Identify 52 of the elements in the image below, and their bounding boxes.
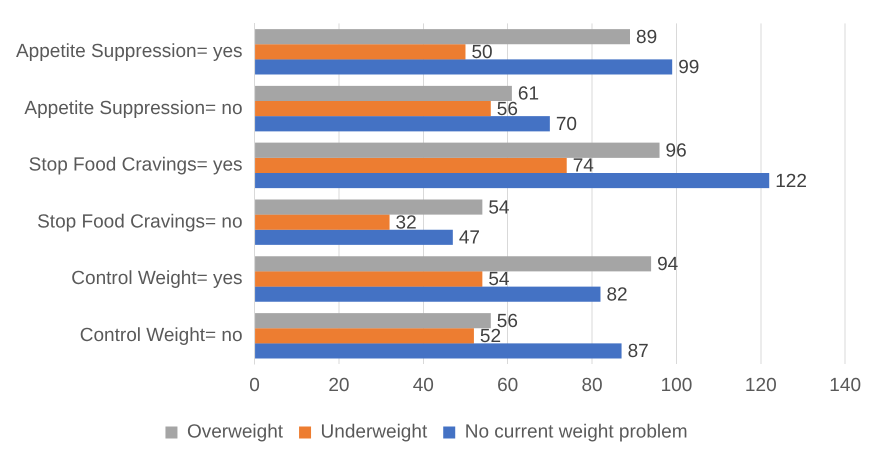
bar bbox=[255, 271, 482, 287]
bar bbox=[255, 286, 600, 302]
data-label: 61 bbox=[518, 84, 540, 105]
bar bbox=[255, 142, 660, 158]
legend-label: Underweight bbox=[320, 422, 428, 443]
data-label: 32 bbox=[396, 212, 417, 234]
bar bbox=[255, 328, 474, 344]
data-label: 89 bbox=[636, 26, 658, 48]
bar bbox=[255, 59, 672, 75]
data-label: 50 bbox=[471, 42, 493, 64]
bar bbox=[255, 214, 390, 230]
data-label: 54 bbox=[488, 269, 510, 290]
bar bbox=[255, 44, 466, 60]
bar bbox=[255, 230, 453, 245]
x-tick-label: 120 bbox=[744, 374, 777, 396]
bar bbox=[255, 116, 550, 132]
y-tick-label: Stop Food Cravings= no bbox=[37, 211, 243, 232]
x-tick-label: 140 bbox=[829, 374, 861, 396]
data-label: 94 bbox=[657, 254, 679, 276]
x-tick-label: 0 bbox=[249, 374, 260, 396]
x-tick-label: 20 bbox=[328, 374, 350, 396]
bar bbox=[255, 343, 622, 359]
data-label: 74 bbox=[572, 156, 594, 177]
x-tick-label: 60 bbox=[497, 374, 518, 396]
legend-label: No current weight problem bbox=[464, 422, 688, 443]
y-tick-label: Appetite Suppression= no bbox=[24, 98, 243, 119]
data-label: 99 bbox=[678, 57, 700, 78]
y-tick-label: Appetite Suppression= yes bbox=[16, 41, 243, 62]
bar bbox=[255, 313, 491, 328]
y-tick-label: Control Weight= no bbox=[80, 325, 243, 346]
bar bbox=[255, 172, 770, 188]
bar bbox=[255, 101, 491, 116]
data-label: 70 bbox=[556, 114, 577, 135]
data-label: 56 bbox=[496, 98, 518, 120]
data-label: 82 bbox=[606, 284, 628, 306]
bar bbox=[255, 158, 567, 173]
y-tick-label: Control Weight= yes bbox=[71, 268, 243, 290]
bar bbox=[255, 199, 482, 215]
data-label: 54 bbox=[488, 197, 510, 218]
y-tick-label: Stop Food Cravings= yes bbox=[28, 154, 243, 176]
data-label: 47 bbox=[458, 228, 480, 249]
data-label: 122 bbox=[775, 170, 807, 192]
data-label: 52 bbox=[480, 326, 502, 348]
bar bbox=[255, 256, 652, 272]
x-tick-label: 100 bbox=[660, 374, 692, 396]
data-label: 96 bbox=[666, 140, 687, 162]
x-tick-label: 80 bbox=[581, 374, 603, 396]
bar bbox=[255, 86, 512, 102]
x-tick-label: 40 bbox=[412, 374, 434, 396]
data-label: 87 bbox=[628, 341, 649, 362]
legend-label: Overweight bbox=[186, 422, 284, 443]
bar bbox=[255, 29, 630, 44]
